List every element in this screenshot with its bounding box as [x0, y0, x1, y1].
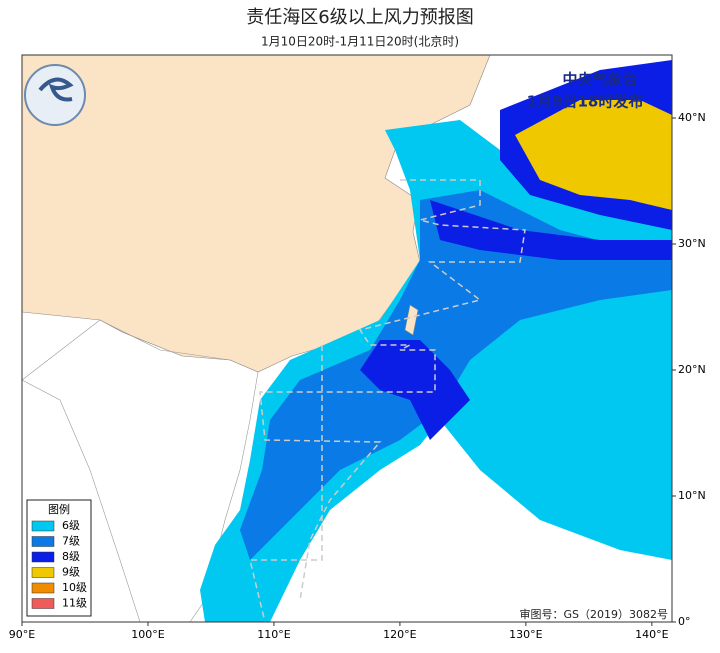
lat-tick-label: 10°N: [678, 489, 706, 502]
legend-title: 图例: [48, 502, 70, 516]
legend-swatch: [31, 567, 55, 578]
lon-tick-label: 100°E: [131, 628, 164, 641]
legend-swatch: [31, 536, 55, 547]
legend: 图例 6级 7级 8级 9级 10级 11级: [26, 499, 92, 617]
map-body: [22, 55, 672, 622]
lat-tick-label: 0°: [678, 615, 691, 628]
wind-8: [430, 200, 672, 260]
legend-swatch: [31, 598, 55, 609]
wind-9: [515, 100, 672, 210]
legend-label: 11级: [62, 597, 87, 610]
legend-label: 8级: [62, 550, 80, 563]
wind-7: [240, 190, 672, 560]
legend-swatch: [31, 582, 55, 594]
lon-tick-label: 120°E: [383, 628, 416, 641]
wind-8: [360, 340, 470, 440]
legend-swatch: [31, 520, 55, 532]
legend-label: 10级: [62, 581, 87, 594]
cma-logo-mark: [38, 77, 74, 102]
sea-area-boundary: [259, 179, 526, 601]
issue-time: 1月9日18时发布: [527, 93, 644, 111]
approval-number: 审图号：GS（2019）3082号: [520, 607, 669, 621]
lat-tick-label: 40°N: [678, 111, 706, 124]
lat-tick-label: 20°N: [678, 363, 706, 376]
legend-label: 6级: [62, 519, 80, 532]
lon-tick-label: 130°E: [509, 628, 542, 641]
issuer: 中央气象台: [562, 71, 637, 89]
legend-swatch: [31, 551, 55, 563]
legend-label: 9级: [62, 566, 80, 579]
lon-tick-label: 110°E: [257, 628, 290, 641]
lon-tick-label: 90°E: [9, 628, 35, 641]
taiwan: [404, 304, 419, 336]
map-frame: [21, 54, 673, 623]
lat-tick-label: 30°N: [678, 237, 706, 250]
title: 责任海区6级以上风力预报图: [246, 7, 473, 28]
lon-tick-label: 140°E: [635, 628, 668, 641]
subtitle: 1月10日20时-1月11日20时(北京时): [261, 35, 459, 49]
sea-area-boundary: [249, 345, 323, 622]
legend-label: 7级: [62, 535, 80, 548]
